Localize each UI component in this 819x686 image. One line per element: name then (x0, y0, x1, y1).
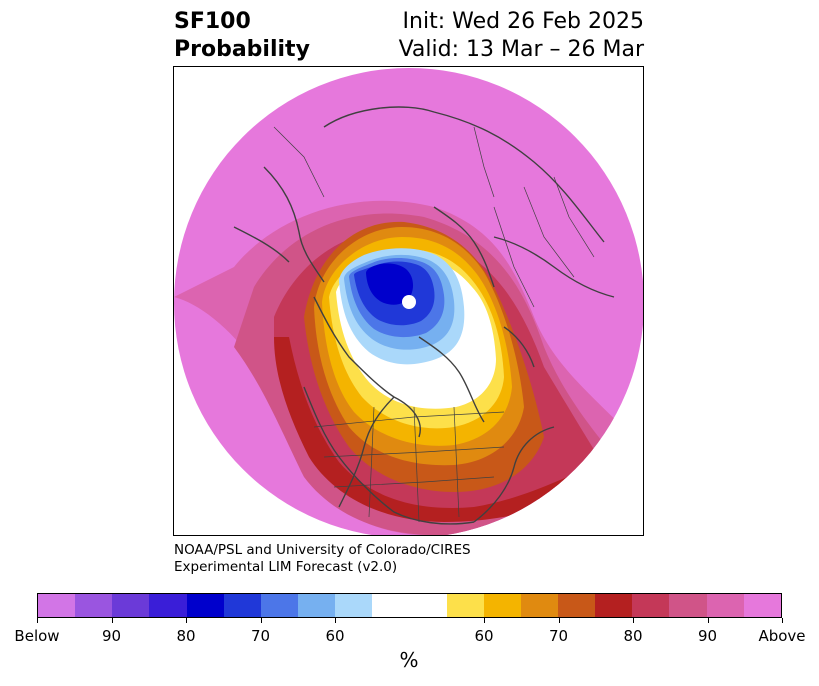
colorbar (37, 593, 782, 618)
probability-map (174, 68, 643, 535)
colorbar-segment (297, 594, 336, 617)
colorbar-tick-label: 90 (101, 627, 122, 645)
colorbar-tick-label: 60 (325, 627, 345, 645)
coastlines (233, 106, 615, 525)
colorbar-tick-label: Above (758, 627, 806, 645)
field-below-strong (366, 263, 414, 305)
colorbar-tick-label: 80 (176, 627, 196, 645)
colorbar-segment (149, 594, 187, 617)
forecast-dates: Init: Wed 26 Feb 2025 Valid: 13 Mar – 26… (399, 8, 644, 64)
colorbar-segment (335, 594, 373, 617)
colorbar-segment (706, 594, 744, 617)
colorbar-segment (743, 594, 781, 617)
colorbar-segment (75, 594, 113, 617)
borders (273, 126, 595, 523)
credit-line-1: NOAA/PSL and University of Colorado/CIRE… (174, 542, 471, 558)
map-title: SF100 Probability (174, 8, 310, 64)
colorbar-segment (520, 594, 558, 617)
colorbar-tick (633, 618, 634, 623)
colorbar-segment (38, 594, 76, 617)
subtitle-label: Probability (174, 37, 310, 62)
colorbar-segment (260, 594, 298, 617)
init-date: Init: Wed 26 Feb 2025 (402, 9, 644, 34)
colorbar-segment (595, 594, 633, 617)
colorbar-segment (669, 594, 707, 617)
pole-marker (402, 295, 416, 309)
colorbar-tick-label: Below (14, 627, 60, 645)
colorbar-tick (260, 618, 262, 623)
colorbar-segment (446, 594, 484, 617)
valid-range: Valid: 13 Mar – 26 Mar (398, 37, 644, 62)
colorbar-segment (186, 594, 224, 617)
colorbar-tick (707, 618, 709, 623)
colorbar-tick (37, 618, 38, 623)
colorbar-tick (335, 618, 336, 623)
colorbar-tick (484, 618, 485, 623)
probability-field (174, 68, 643, 535)
colorbar-tick (558, 618, 560, 623)
colorbar-segment (372, 594, 447, 617)
colorbar-segment (632, 594, 670, 617)
variable-label: SF100 (174, 9, 251, 34)
colorbar-tick-label: 70 (548, 627, 569, 645)
colorbar-tick (186, 618, 187, 623)
colorbar-tick (782, 618, 783, 623)
colorbar-tick (111, 618, 113, 623)
map-frame (173, 66, 644, 536)
colorbar-segment (223, 594, 261, 617)
colorbar-segment (483, 594, 521, 617)
colorbar-tick-label: 90 (697, 627, 718, 645)
credit-line-2: Experimental LIM Forecast (v2.0) (174, 559, 398, 575)
colorbar-segment (557, 594, 596, 617)
credit-text: NOAA/PSL and University of Colorado/CIRE… (174, 542, 471, 576)
colorbar-segment (112, 594, 150, 617)
colorbar-tick-label: 80 (623, 627, 643, 645)
colorbar-unit: % (399, 648, 419, 672)
colorbar-tick-label: 60 (474, 627, 494, 645)
colorbar-tick-label: 70 (250, 627, 271, 645)
